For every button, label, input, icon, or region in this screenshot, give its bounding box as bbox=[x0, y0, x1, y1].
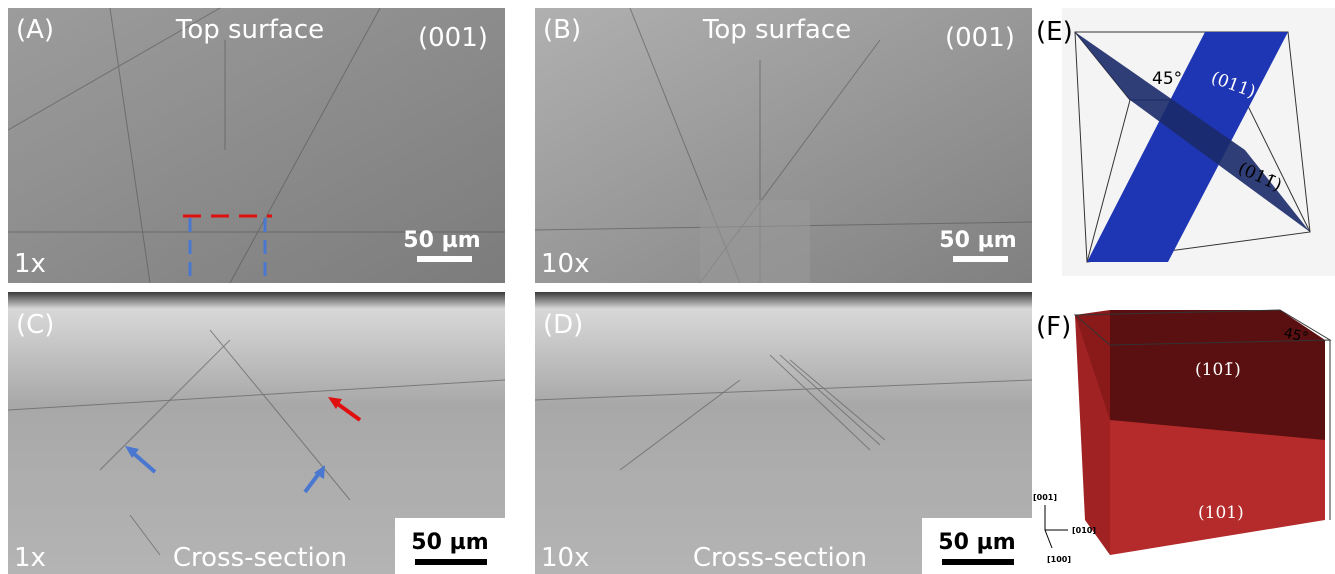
panel-label: (F) bbox=[1036, 312, 1071, 342]
magnification: 10x bbox=[541, 249, 589, 279]
magnification: 1x bbox=[14, 249, 46, 279]
scale-bar-label: 50 µm bbox=[403, 228, 480, 253]
panel-e: (E) 45° (011) (011̄) bbox=[1036, 8, 1335, 276]
panel-title: Cross-section bbox=[693, 543, 867, 573]
axes-triad bbox=[1045, 505, 1068, 548]
panel-label: (B) bbox=[543, 15, 581, 45]
panel-d: (D) 10x Cross-section 50 µm bbox=[535, 292, 1032, 574]
panel-label: (C) bbox=[16, 310, 54, 340]
scale-bar-label: 50 µm bbox=[938, 530, 1015, 555]
panel-label: (D) bbox=[543, 310, 583, 340]
magnification: 10x bbox=[541, 543, 589, 573]
panel-title: Top surface bbox=[175, 15, 324, 45]
panel-label: (E) bbox=[1036, 17, 1073, 47]
angle-label: 45° bbox=[1152, 69, 1182, 89]
panel-f: (F) 45° (101̄) (101) [001] [010] [100] bbox=[1033, 310, 1330, 564]
panel-a: (A) Top surface (001) 1x 50 µm bbox=[8, 8, 505, 283]
panel-title: Cross-section bbox=[173, 543, 347, 573]
scale-bar-label: 50 µm bbox=[939, 228, 1016, 253]
panel-b: (B) Top surface (001) 10x 50 µm bbox=[535, 8, 1032, 283]
panel-label: (A) bbox=[16, 15, 54, 45]
scale-bar bbox=[417, 256, 472, 262]
axis-label: [010] bbox=[1072, 526, 1096, 535]
scale-bar bbox=[942, 559, 1014, 565]
axis-label: [100] bbox=[1047, 555, 1071, 564]
scale-bar bbox=[415, 559, 487, 565]
magnification: 1x bbox=[14, 543, 46, 573]
figure: (A) Top surface (001) 1x 50 µm (B) Top s… bbox=[0, 0, 1335, 574]
plane-label: (101̄) bbox=[1195, 360, 1241, 380]
plane-101 bbox=[1110, 420, 1325, 555]
panel-title: Top surface bbox=[702, 15, 851, 45]
orientation: (001) bbox=[945, 23, 1015, 53]
axis-label: [001] bbox=[1033, 493, 1057, 502]
orientation: (001) bbox=[418, 23, 488, 53]
panel-c: (C) 1x Cross-section 50 µm bbox=[8, 292, 505, 574]
scale-bar bbox=[953, 256, 1008, 262]
indent-region bbox=[700, 200, 810, 283]
plane-label: (101) bbox=[1198, 503, 1244, 523]
scale-bar-label: 50 µm bbox=[411, 530, 488, 555]
